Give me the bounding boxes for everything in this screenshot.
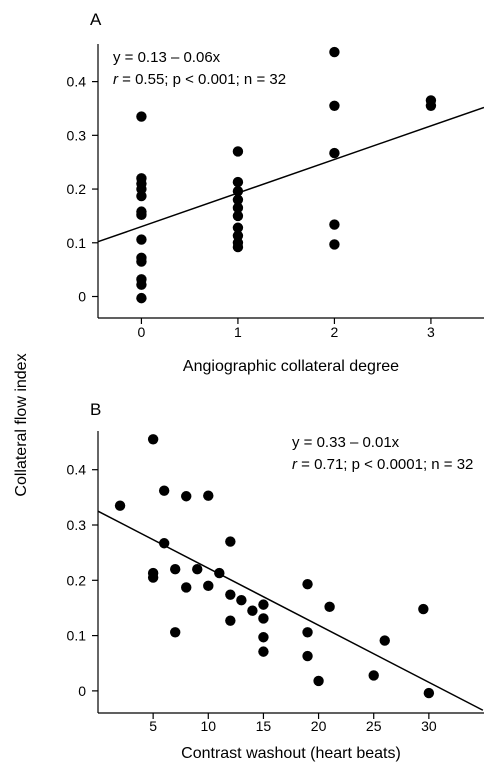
panel-a-data-point bbox=[232, 222, 244, 233]
panel-a-x-axis-title: Angiographic collateral degree bbox=[183, 358, 399, 375]
panel-b-data-point bbox=[225, 589, 236, 600]
panel-a-y-tick-label: 0 bbox=[78, 289, 86, 305]
panel-a-data-point bbox=[232, 210, 244, 222]
panel-a-data-point bbox=[136, 234, 147, 245]
panel-b-x-tick-label: 30 bbox=[421, 718, 437, 734]
shared-y-axis-label: Collateral flow index bbox=[13, 353, 30, 496]
panel-b-data-point bbox=[192, 564, 203, 575]
panel-b-x-tick-label: 10 bbox=[200, 718, 216, 734]
panel-b-y-tick-label: 0.3 bbox=[67, 517, 87, 533]
panel-b-data-point bbox=[158, 538, 170, 549]
panel-a-stats-values: = 0.55; p < 0.001; n = 32 bbox=[118, 71, 286, 88]
panel-a-regression-line bbox=[97, 106, 484, 243]
panel-b-data-point bbox=[181, 582, 192, 593]
panel-b-data-point bbox=[147, 572, 159, 583]
panel-b-data-point bbox=[258, 613, 269, 624]
panel-a-data-point bbox=[232, 146, 244, 157]
panel-b-data-point bbox=[302, 650, 313, 662]
panel-a-data-point bbox=[329, 100, 340, 111]
panel-b-data-point bbox=[423, 687, 435, 699]
panel-b-x-tick-label: 15 bbox=[256, 718, 272, 734]
panel-a-data-point bbox=[136, 256, 147, 267]
panel-a-data-point bbox=[136, 292, 147, 304]
panel-a-y-tick-label: 0.3 bbox=[67, 127, 87, 143]
panel-a-letter: A bbox=[90, 10, 102, 29]
panel-a-y-tick-label: 0.4 bbox=[67, 74, 87, 90]
panel-b-equation: y = 0.33 – 0.01x bbox=[292, 434, 400, 451]
panel-b-y-tick-label: 0.2 bbox=[67, 572, 87, 588]
panel-b-x-tick-label: 20 bbox=[311, 718, 327, 734]
panel-b-data-point bbox=[302, 627, 313, 638]
panel-b-stats: r = 0.71; p < 0.0001; n = 32 bbox=[292, 456, 473, 473]
panel-a-data-point bbox=[329, 239, 340, 250]
panel-b: B 0 0.1 0.2 0.3 0.4 5 10 15 20 25 30 Contrast washou… bbox=[67, 400, 484, 762]
panel-a-y-tick-label: 0.1 bbox=[67, 235, 87, 251]
panel-a-stats: r = 0.55; p < 0.001; n = 32 bbox=[113, 71, 286, 88]
panel-b-data-point bbox=[236, 595, 247, 606]
panel-a-x-tick-label: 1 bbox=[234, 324, 242, 340]
panel-b-data-point bbox=[114, 500, 126, 511]
panel-b-data-point bbox=[225, 536, 236, 547]
panel-b-data-point bbox=[203, 580, 214, 592]
panel-a-data-point bbox=[232, 194, 244, 206]
panel-a-x-tick-label: 2 bbox=[331, 324, 339, 340]
panel-b-data-point bbox=[418, 603, 429, 615]
panel-b-data-point bbox=[147, 434, 159, 445]
panel-a-data-point bbox=[232, 186, 244, 197]
panel-b-letter: B bbox=[90, 400, 101, 419]
panel-a-data-point bbox=[136, 190, 147, 202]
panel-b-y-tick-label: 0.1 bbox=[67, 628, 87, 644]
panel-b-data-point bbox=[379, 635, 390, 646]
panel-a-equation: y = 0.13 – 0.06x bbox=[113, 49, 221, 66]
panel-b-data-point bbox=[181, 491, 192, 502]
panel-b-data-point bbox=[258, 646, 269, 657]
panel-b-stats-values: = 0.71; p < 0.0001; n = 32 bbox=[297, 456, 473, 473]
panel-b-x-tick-label: 25 bbox=[366, 718, 382, 734]
panel-b-y-tick-label: 0.4 bbox=[67, 462, 87, 478]
panel-b-data-point bbox=[258, 599, 269, 610]
panel-a: A 0 0.1 0.2 0.3 0.4 0 1 2 3 Angiographic collatera… bbox=[67, 10, 484, 375]
panel-a-data-point bbox=[136, 209, 147, 221]
panel-a-data-point bbox=[232, 202, 244, 214]
panel-b-data-point bbox=[302, 578, 313, 590]
panel-b-x-axis-title: Contrast washout (heart beats) bbox=[181, 745, 401, 762]
panel-b-data-point bbox=[170, 564, 181, 575]
panel-a-data-point bbox=[232, 176, 244, 188]
panel-a-data-point bbox=[136, 111, 147, 122]
panel-a-data-point bbox=[329, 147, 340, 159]
panel-b-data-point bbox=[170, 627, 181, 638]
panel-b-data-point bbox=[313, 675, 324, 687]
panel-a-y-tick-label: 0.2 bbox=[67, 181, 87, 197]
panel-a-stats-r: r bbox=[113, 71, 119, 88]
panel-b-data-point bbox=[225, 615, 236, 626]
panel-b-x-tick-label: 5 bbox=[149, 718, 157, 734]
panel-b-data-point bbox=[214, 567, 225, 579]
panel-a-x-tick-label: 0 bbox=[138, 324, 146, 340]
panel-a-data-point bbox=[329, 219, 340, 230]
panel-b-data-point bbox=[258, 632, 269, 643]
panel-a-data-point bbox=[232, 241, 244, 253]
panel-a-data-point bbox=[425, 100, 437, 111]
panel-b-y-tick-label: 0 bbox=[78, 683, 86, 699]
panel-b-data-point bbox=[247, 605, 258, 616]
panel-b-data-point bbox=[203, 490, 214, 501]
panel-b-stats-r: r bbox=[292, 456, 298, 473]
panel-a-data-point bbox=[329, 46, 340, 58]
panel-a-x-tick-label: 3 bbox=[427, 324, 435, 340]
panel-b-data-point bbox=[324, 601, 335, 613]
panel-a-data-point bbox=[136, 279, 147, 290]
panel-b-data-point bbox=[368, 670, 379, 681]
panel-b-data-point bbox=[158, 485, 170, 496]
